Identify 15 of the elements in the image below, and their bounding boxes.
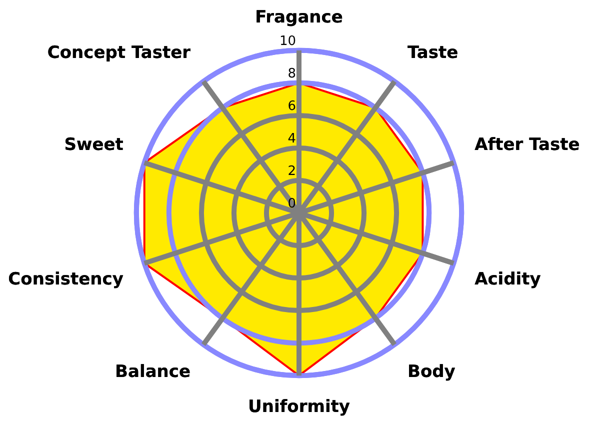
y-tick-label: 2 (288, 164, 296, 179)
spoke-label: Concept Taster (47, 42, 192, 63)
spoke-label: Sweet (64, 135, 124, 156)
spoke-label: Body (408, 362, 456, 382)
spoke-label: After Taste (474, 135, 580, 156)
y-tick-label: 8 (288, 66, 296, 82)
spoke-label: Consistency (8, 270, 124, 290)
spoke-label: Balance (115, 362, 190, 382)
y-tick-label: 4 (288, 131, 296, 146)
y-tick-label: 10 (279, 34, 296, 49)
spoke-label: Acidity (474, 270, 541, 290)
y-tick-label: 6 (288, 98, 296, 114)
spoke-label: Uniformity (248, 397, 350, 418)
spoke-label: Taste (408, 42, 458, 63)
spoke-label: Fragance (255, 8, 343, 28)
